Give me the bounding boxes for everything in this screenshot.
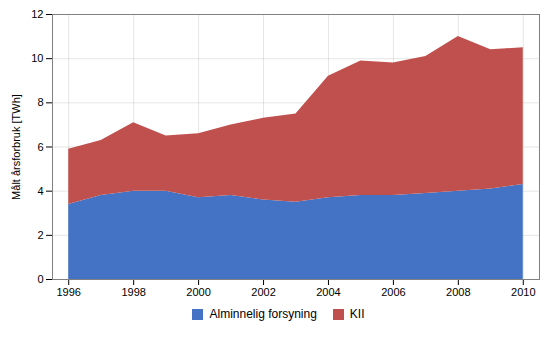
svg-text:1996: 1996	[56, 286, 80, 298]
svg-text:2006: 2006	[381, 286, 405, 298]
svg-text:6: 6	[37, 141, 43, 153]
svg-text:2002: 2002	[251, 286, 275, 298]
svg-text:1998: 1998	[121, 286, 145, 298]
svg-text:10: 10	[31, 52, 43, 64]
svg-text:2004: 2004	[316, 286, 340, 298]
svg-text:2010: 2010	[511, 286, 535, 298]
svg-text:2: 2	[37, 229, 43, 241]
svg-text:4: 4	[37, 185, 43, 197]
svg-text:2008: 2008	[446, 286, 470, 298]
svg-text:8: 8	[37, 96, 43, 108]
svg-text:12: 12	[31, 8, 43, 20]
svg-text:0: 0	[37, 273, 43, 285]
svg-text:Målt årsforbruk [TWh]: Målt årsforbruk [TWh]	[10, 94, 22, 200]
svg-text:2000: 2000	[186, 286, 210, 298]
html-text:KII: KII	[349, 307, 365, 321]
html-text:Alminnelig forsyning: Alminnelig forsyning	[209, 307, 317, 321]
